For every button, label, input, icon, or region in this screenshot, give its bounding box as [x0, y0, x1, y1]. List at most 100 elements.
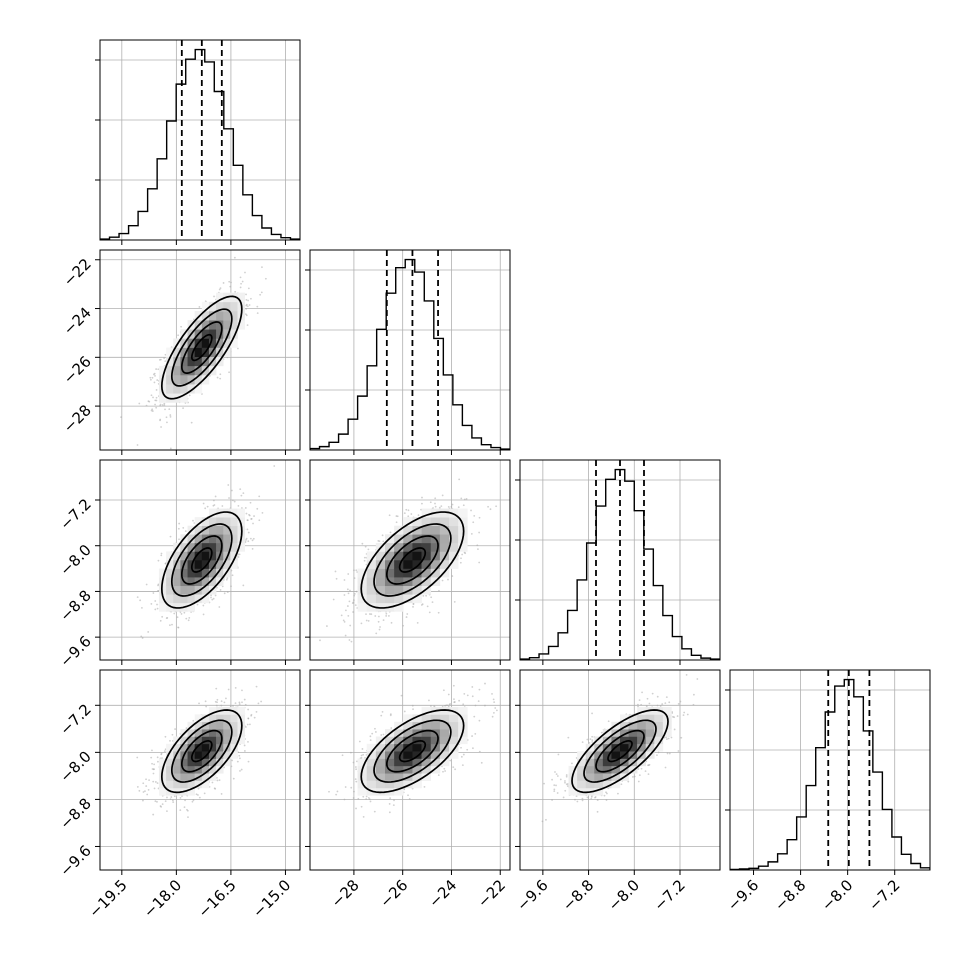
scatter-point	[249, 537, 252, 540]
panel-frame-3-3	[729, 669, 931, 871]
scatter-point	[156, 603, 158, 606]
scatter-point	[378, 628, 381, 631]
scatter-point	[176, 616, 179, 619]
scatter-point	[256, 507, 259, 510]
density-cell	[180, 356, 188, 367]
scatter-point	[251, 539, 254, 542]
scatter-point	[153, 381, 156, 384]
scatter-point	[421, 496, 423, 499]
scatter-point	[385, 612, 388, 615]
scatter-point	[416, 621, 419, 624]
density-cell	[216, 347, 224, 358]
scatter-point	[192, 519, 194, 522]
scatter-point	[225, 578, 228, 581]
scatter-point	[347, 615, 350, 617]
scatter-point	[346, 605, 349, 607]
scatter-point	[405, 508, 408, 511]
scatter-point	[441, 579, 444, 582]
scatter-point	[155, 389, 158, 391]
scatter-point	[245, 293, 247, 296]
scatter-point	[361, 542, 364, 545]
scatter-point	[352, 611, 354, 613]
scatter-point	[149, 378, 152, 381]
scatter-point	[495, 505, 498, 508]
scatter-point	[237, 556, 240, 558]
scatter-point	[153, 787, 156, 790]
scatter-point	[173, 795, 176, 798]
scatter-point	[185, 617, 188, 620]
scatter-point	[353, 577, 356, 580]
scatter-point	[431, 601, 434, 603]
density-cell	[158, 602, 167, 612]
scatter-point	[157, 368, 160, 371]
scatter-point	[355, 569, 358, 572]
scatter-point	[214, 495, 217, 498]
scatter-point	[237, 347, 239, 350]
scatter-point	[381, 534, 384, 537]
density-cell	[208, 320, 217, 330]
scatter-point	[211, 598, 214, 601]
scatter-point	[219, 373, 222, 376]
scatter-point	[447, 578, 449, 581]
density-cell	[201, 365, 210, 376]
scatter-point	[192, 799, 195, 802]
scatter-point	[428, 611, 431, 614]
scatter-point	[426, 605, 429, 608]
scatter-point	[237, 505, 240, 507]
scatter-point	[365, 613, 367, 616]
scatter-point	[204, 300, 207, 303]
scatter-point	[218, 779, 221, 782]
density-cell	[194, 347, 203, 358]
scatter-point	[332, 598, 335, 601]
scatter-point	[260, 291, 263, 294]
scatter-point	[179, 797, 182, 799]
scatter-point	[463, 551, 466, 554]
scatter-point	[451, 503, 454, 506]
scatter-point	[151, 376, 154, 379]
histogram-3	[730, 678, 930, 870]
scatter-point	[244, 271, 246, 274]
scatter-point	[353, 594, 356, 597]
density-cell	[201, 301, 210, 312]
scatter-point	[259, 293, 262, 296]
scatter-point	[154, 608, 157, 611]
scatter-point	[343, 594, 346, 596]
pair-panel-3-0	[99, 669, 301, 871]
density-cell	[180, 384, 188, 394]
scatter-point	[470, 533, 473, 535]
scatter-point	[410, 513, 413, 515]
scatter-point	[161, 803, 164, 806]
scatter-point	[177, 334, 180, 337]
scatter-point	[216, 698, 219, 701]
scatter-point	[240, 494, 243, 497]
scatter-point	[463, 498, 466, 501]
pair-panel-1-0	[99, 249, 301, 451]
scatter-point	[145, 583, 148, 586]
scatter-point	[233, 500, 236, 503]
density-cell	[194, 384, 203, 394]
scatter-point	[159, 404, 162, 407]
scatter-point	[147, 789, 150, 791]
density-cell	[158, 393, 167, 403]
scatter-point	[151, 410, 154, 412]
scatter-point	[177, 626, 179, 629]
scatter-point	[183, 806, 186, 809]
scatter-point	[246, 519, 249, 522]
scatter-point	[156, 800, 158, 803]
scatter-point	[472, 521, 475, 524]
scatter-point	[239, 488, 242, 491]
scatter-point	[335, 577, 338, 580]
scatter-point	[163, 402, 166, 405]
scatter-point	[457, 506, 460, 509]
density-cell	[187, 384, 195, 394]
density-cell	[216, 310, 224, 321]
scatter-point	[165, 416, 168, 419]
scatter-point	[402, 624, 405, 627]
scatter-point	[238, 757, 241, 760]
density-cell	[194, 375, 203, 385]
contour-1-0-0	[190, 333, 213, 362]
scatter-point	[245, 307, 248, 310]
scatter-point	[252, 522, 254, 525]
density-cell	[357, 602, 368, 612]
scatter-point	[222, 282, 225, 284]
